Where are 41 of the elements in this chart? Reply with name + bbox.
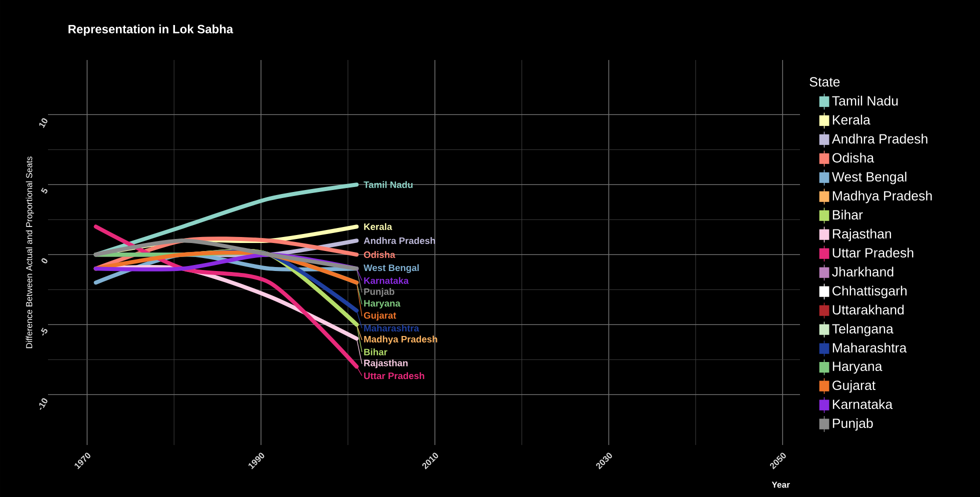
legend-label: Haryana: [832, 362, 882, 374]
text: Odisha: [364, 251, 396, 258]
y-tick-label: 0: [41, 258, 48, 264]
text: West Bengal: [364, 264, 419, 273]
text: Karnataka: [832, 399, 893, 410]
x-axis-title: Year: [772, 482, 790, 488]
legend-title: State: [810, 77, 840, 87]
legend-label: Uttarakhand: [832, 304, 904, 315]
legend-label: Telangana: [832, 324, 894, 336]
y-tick-label: -5: [40, 328, 48, 336]
chart-title: Representation in Lok Sabha: [68, 24, 234, 36]
legend-label: Kerala: [832, 114, 870, 125]
text: Rajasthan: [364, 359, 408, 368]
text: Punjab: [364, 288, 394, 297]
y-tick-label: 5: [40, 188, 48, 194]
text: Maharashtra: [364, 324, 420, 332]
y-tick-label: 10: [39, 118, 48, 128]
text: Bihar: [364, 348, 388, 356]
legend-label: Odisha: [832, 152, 874, 163]
y-tick-label: -10: [39, 398, 48, 410]
legend-label: Tamil Nadu: [832, 96, 898, 106]
text: Gujarat: [364, 312, 396, 321]
legend-label: Uttar Pradesh: [364, 372, 424, 380]
legend-label: Bihar: [832, 210, 863, 220]
text: Uttar Pradesh: [832, 248, 914, 258]
legend-label: Jharkhand: [832, 266, 894, 277]
legend-label: Rajasthan: [832, 228, 892, 242]
legend-label: Karnataka: [364, 277, 409, 284]
text: Andhra Pradesh: [364, 237, 436, 244]
text: Tamil Nadu: [364, 181, 413, 188]
legend-label: Andhra Pradesh: [832, 134, 928, 144]
legend-label: West Bengal: [832, 172, 906, 184]
text: Kerala: [364, 223, 392, 230]
legend-label: Punjab: [832, 418, 873, 431]
y-axis-title: Difference Between Actual and Proportional Seats: [26, 156, 34, 348]
legend-label: Chhattisgarh: [832, 286, 907, 298]
text: Haryana: [364, 300, 400, 308]
legend-label: Madhya Pradesh: [832, 190, 932, 204]
legend-label: Maharashtra: [832, 342, 907, 353]
legend-label: Gujarat: [832, 380, 876, 393]
text: Madhya Pradesh: [364, 336, 438, 344]
